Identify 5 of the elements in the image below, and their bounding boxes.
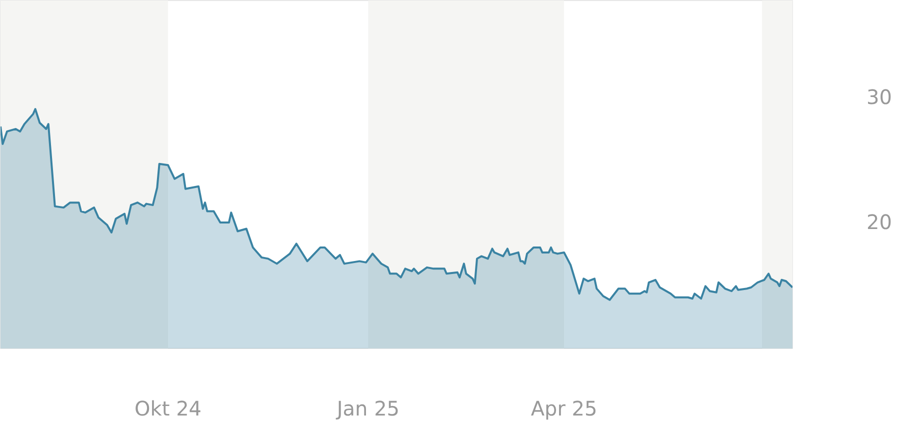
y-tick-label: 20 <box>866 210 892 234</box>
y-tick-label: 30 <box>866 85 892 110</box>
x-tick-label: Jan 25 <box>334 396 400 420</box>
x-tick-label: Okt 24 <box>134 396 202 420</box>
x-tick-label: Apr 25 <box>530 396 598 420</box>
